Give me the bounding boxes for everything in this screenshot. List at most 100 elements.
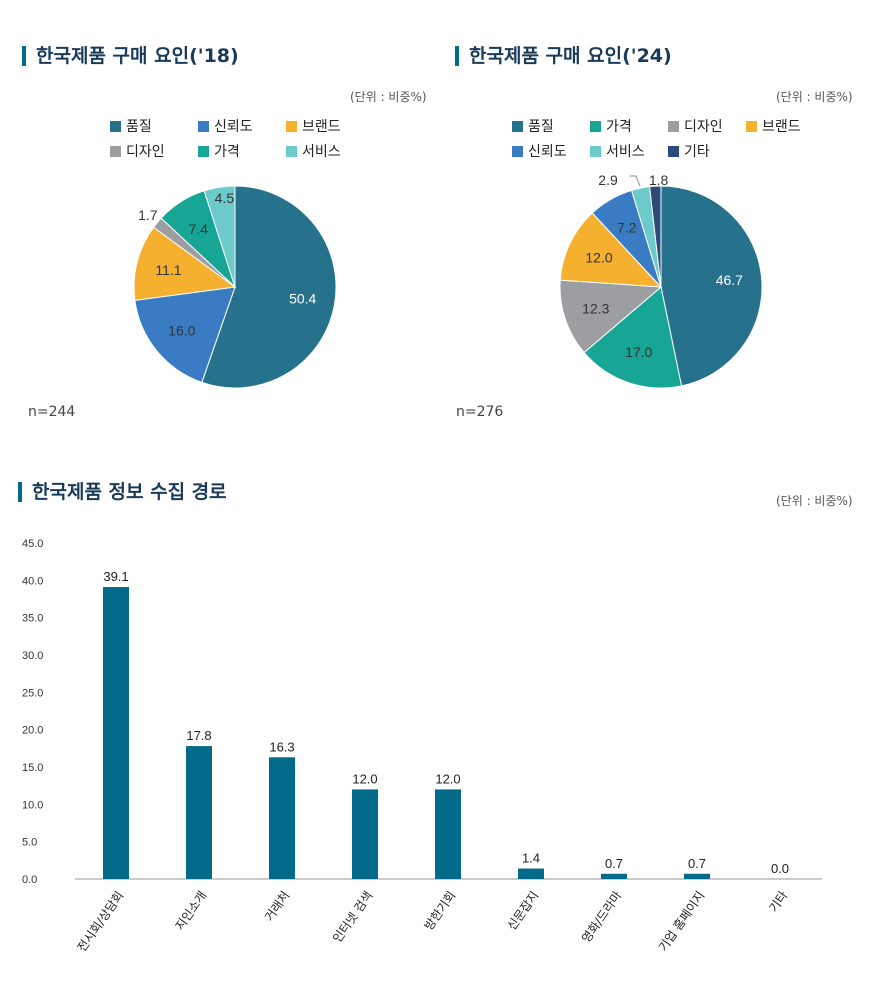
legend-swatch [668, 121, 679, 132]
x-tick-label: 방한기회 [422, 889, 459, 933]
pie-data-label: 16.0 [168, 322, 195, 338]
bar [186, 746, 212, 879]
legend-swatch [590, 146, 601, 157]
x-tick-label: 인터넷 검색 [330, 889, 375, 945]
pie2-title: 한국제품 구매 요인('24) [455, 46, 672, 66]
pie-data-label: 2.9 [598, 172, 618, 188]
legend-swatch [590, 121, 601, 132]
bar [435, 789, 461, 879]
x-tick-label: 거래처 [262, 889, 292, 924]
y-tick-label: 20.0 [22, 725, 43, 737]
bar [103, 587, 129, 879]
bar [352, 789, 378, 879]
legend-label: 디자인 [684, 119, 723, 135]
y-tick-label: 0.0 [22, 874, 37, 886]
bar-unit: (단위 : 비중%) [776, 494, 853, 508]
legend-swatch [286, 121, 297, 132]
legend-label: 브랜드 [762, 119, 801, 135]
legend-label: 디자인 [126, 144, 165, 160]
legend-swatch [746, 121, 757, 132]
x-tick-label: 기타 [766, 889, 790, 915]
legend-swatch [198, 121, 209, 132]
bar-data-label: 12.0 [435, 771, 460, 786]
x-tick-label: 전시회/상담회 [75, 889, 127, 955]
bar-data-label: 39.1 [103, 569, 128, 584]
legend-item: 디자인 [668, 116, 723, 136]
legend-swatch [198, 146, 209, 157]
legend-swatch [110, 146, 121, 157]
pie-slice [660, 185, 763, 387]
legend-label: 가격 [214, 144, 240, 160]
pie2-n: n=276 [456, 404, 504, 420]
bar-data-label: 1.4 [522, 851, 540, 866]
y-tick-label: 45.0 [22, 538, 43, 550]
legend-swatch [286, 146, 297, 157]
legend-item: 기타 [668, 141, 710, 161]
bar-data-label: 0.7 [605, 856, 623, 871]
y-tick-label: 30.0 [22, 650, 43, 662]
legend-label: 브랜드 [302, 119, 341, 135]
bar-data-label: 12.0 [352, 771, 377, 786]
bar [601, 873, 627, 879]
legend-label: 신뢰도 [214, 119, 253, 135]
pie-data-label: 1.7 [138, 207, 158, 223]
y-tick-label: 25.0 [22, 687, 43, 699]
y-tick-label: 35.0 [22, 613, 43, 625]
y-tick-label: 15.0 [22, 762, 43, 774]
legend-swatch [110, 121, 121, 132]
pie-data-label: 50.4 [289, 290, 316, 306]
legend-label: 신뢰도 [528, 144, 567, 160]
pie1-n: n=244 [28, 404, 76, 420]
legend-item: 품질 [512, 116, 554, 136]
legend-label: 기타 [684, 144, 710, 160]
legend-swatch [512, 146, 523, 157]
bar [518, 868, 544, 879]
x-tick-label: 기업 홈페이지 [656, 889, 708, 954]
pie-slice [559, 279, 663, 354]
legend-label: 가격 [606, 119, 632, 135]
bar [269, 757, 295, 879]
legend-item: 품질 [110, 116, 152, 136]
pie-slice [649, 185, 662, 288]
pie-data-label: 12.0 [585, 249, 612, 265]
legend-item: 디자인 [110, 141, 165, 161]
pie-data-label: 46.7 [716, 272, 743, 288]
bar-title: 한국제품 정보 수집 경로 [18, 482, 227, 502]
legend-item: 신뢰도 [512, 141, 567, 161]
bar-data-label: 0.0 [771, 861, 789, 876]
pie-slice [583, 286, 683, 389]
legend-item: 서비스 [286, 141, 341, 161]
pie-data-label: 12.3 [582, 301, 609, 317]
bar [684, 873, 710, 879]
pie-slice [134, 286, 236, 384]
legend-label: 서비스 [302, 144, 341, 160]
legend-swatch [668, 146, 679, 157]
pie-data-label: 17.0 [625, 344, 652, 360]
pie-data-label: 4.5 [215, 190, 235, 206]
y-tick-label: 40.0 [22, 575, 43, 587]
pie2-unit: (단위 : 비중%) [776, 90, 853, 104]
legend-label: 품질 [126, 119, 152, 135]
legend-item: 브랜드 [746, 116, 801, 136]
y-tick-label: 5.0 [22, 837, 37, 849]
leader-line [630, 175, 641, 187]
legend-label: 서비스 [606, 144, 645, 160]
pie-slice [559, 212, 663, 288]
pie-slice [203, 185, 236, 288]
legend-swatch [512, 121, 523, 132]
pie-data-label: 11.1 [155, 262, 181, 278]
y-tick-label: 10.0 [22, 799, 43, 811]
legend-item: 가격 [198, 141, 240, 161]
legend-label: 품질 [528, 119, 554, 135]
pie-data-label: 1.8 [649, 172, 669, 188]
x-tick-label: 신문잡지 [505, 889, 542, 933]
legend-item: 신뢰도 [198, 116, 253, 136]
pie1-title: 한국제품 구매 요인('18) [22, 46, 239, 66]
x-tick-label: 지인소개 [173, 889, 210, 933]
pie-slice [133, 226, 237, 301]
bar-data-label: 17.8 [186, 728, 211, 743]
bar-data-label: 16.3 [269, 739, 294, 754]
x-tick-label: 영화/드라마 [579, 889, 624, 946]
